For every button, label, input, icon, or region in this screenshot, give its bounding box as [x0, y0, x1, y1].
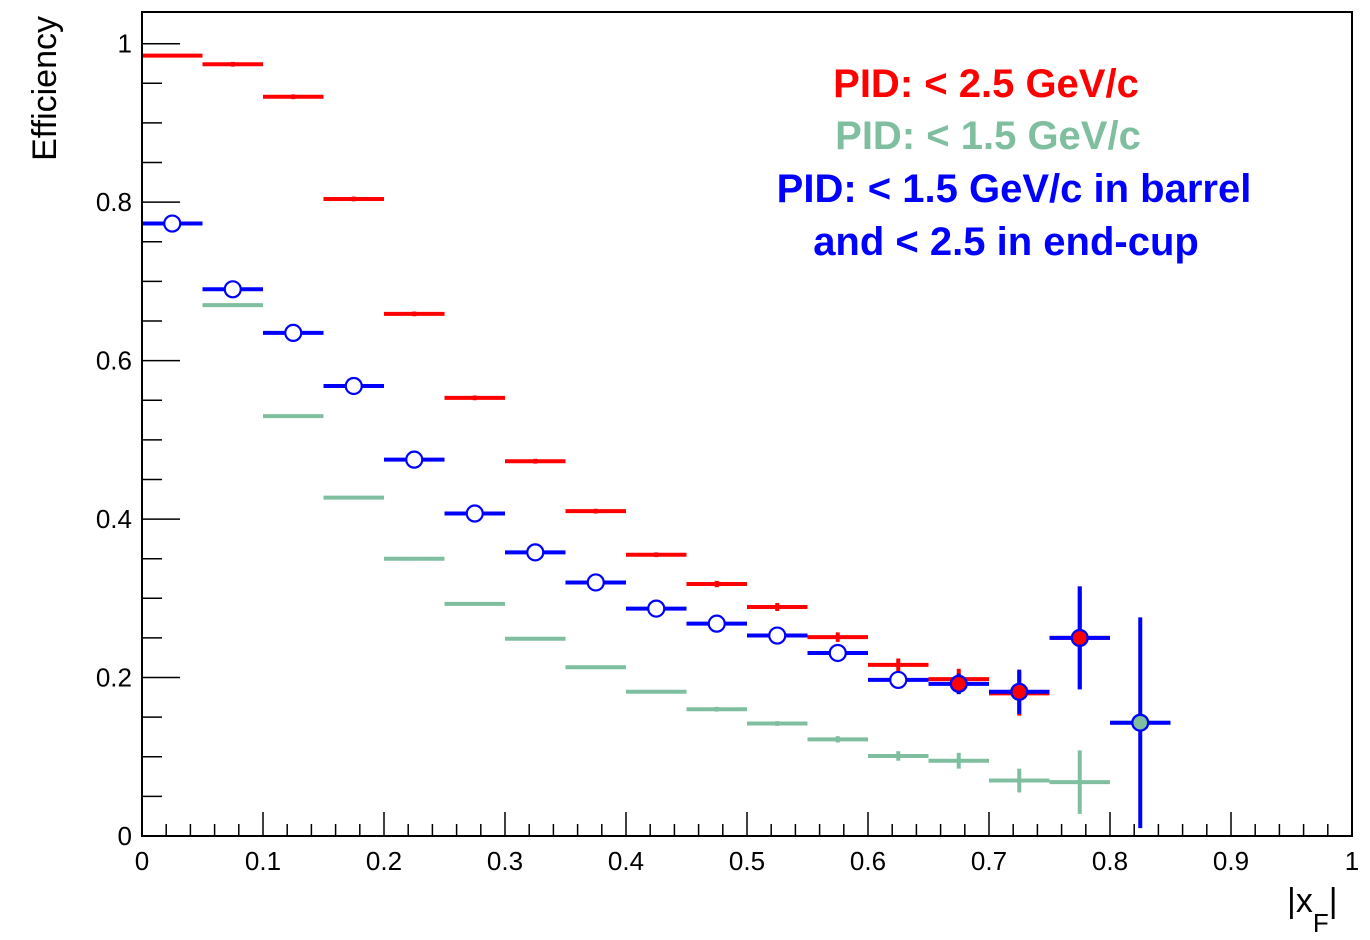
- x-tick-label: 0.7: [971, 846, 1007, 876]
- x-tick-label: 0.5: [729, 846, 765, 876]
- point-3-marker: [284, 323, 303, 342]
- svg-text:|xF|: |xF|: [1287, 882, 1338, 938]
- major-ticks: [141, 42, 1353, 837]
- point-3-marker: [223, 280, 242, 299]
- x-tick-labels: 0 0.1 0.2 0.3 0.4 0.5 0.6 0.7 0.8 0.9 1: [135, 846, 1359, 876]
- y-tick-label: 0: [118, 821, 132, 851]
- point-3-marker: [889, 670, 908, 690]
- point-3-marker: [707, 614, 726, 633]
- x-tick-label: 0.4: [608, 846, 644, 876]
- x-tick-label: 1: [1345, 846, 1359, 876]
- legend-entry: PID: < 2.5 GeV/c: [833, 62, 1139, 106]
- x-tick-label: 0.2: [366, 846, 402, 876]
- y-axis-title: Efficiency: [26, 16, 64, 161]
- x-tick-label: 0: [135, 846, 149, 876]
- y-tick-labels: 0 0.2 0.4 0.6 0.8 1: [96, 29, 132, 851]
- point-3-marker: [526, 543, 545, 562]
- legend-entry: PID: < 1.5 GeV/c: [835, 114, 1141, 158]
- y-tick-label: 1: [118, 29, 132, 59]
- point-3-marker: [828, 643, 847, 663]
- x-axis-title-main: |x: [1287, 882, 1313, 920]
- filled-markers: [950, 629, 1149, 731]
- y-tick-label: 0.6: [96, 346, 132, 376]
- filled-point-marker: [1071, 629, 1088, 647]
- point-3-marker: [768, 626, 787, 645]
- series-3: [142, 214, 1171, 829]
- y-tick-label: 0.8: [96, 187, 132, 217]
- x-tick-label: 0.6: [850, 846, 886, 876]
- legend: PID: < 2.5 GeV/c PID: < 1.5 GeV/c PID: < 1…: [777, 62, 1252, 264]
- point-3-marker: [647, 599, 666, 618]
- x-tick-label: 0.8: [1092, 846, 1128, 876]
- point-3-marker: [344, 376, 363, 396]
- point-3-marker: [163, 214, 182, 233]
- legend-entry: and < 2.5 in end-cup: [813, 220, 1199, 264]
- legend-entry: PID: < 1.5 GeV/c in barrel: [777, 167, 1252, 211]
- data-series: [142, 53, 1171, 829]
- x-axis-title: |xF|: [1287, 882, 1338, 938]
- plot-frame: [141, 11, 1353, 837]
- point-3-marker: [405, 450, 424, 469]
- filled-point-marker: [1011, 683, 1028, 701]
- x-tick-label: 0.1: [245, 846, 281, 876]
- x-axis-title-suffix: |: [1329, 882, 1338, 920]
- minor-ticks: [142, 82, 1329, 836]
- filled-point-marker: [950, 675, 967, 693]
- x-tick-label: 0.9: [1213, 846, 1249, 876]
- y-tick-label: 0.4: [96, 504, 132, 534]
- y-tick-label: 0.2: [96, 663, 132, 693]
- x-axis-title-subscript: F: [1313, 908, 1329, 938]
- point-3-marker: [465, 504, 484, 523]
- x-tick-label: 0.3: [487, 846, 523, 876]
- point-3-marker: [586, 573, 605, 592]
- filled-point-marker: [1132, 714, 1149, 731]
